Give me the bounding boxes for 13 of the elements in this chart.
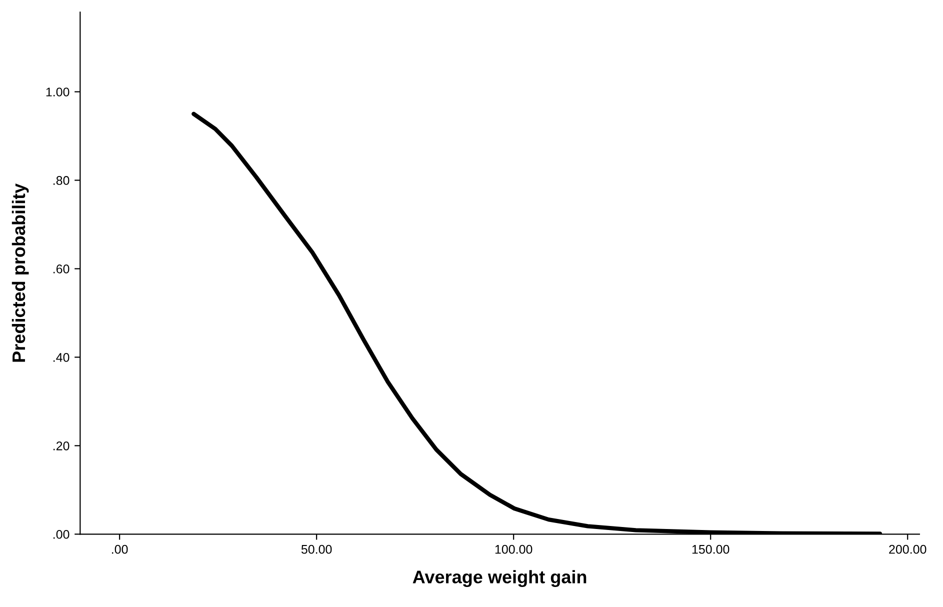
x-tick-label: 50.00 xyxy=(301,544,332,554)
y-tick-label: .60 xyxy=(54,264,70,274)
y-tick-label: .40 xyxy=(54,353,70,362)
x-tick-label: .00 xyxy=(112,544,128,554)
y-tick-label: .80 xyxy=(54,176,70,185)
x-tick-label: 150.00 xyxy=(692,544,730,554)
y-tick-label: .20 xyxy=(54,441,70,450)
x-axis-title: Average weight gain xyxy=(412,570,586,588)
y-axis-title: Predicted probability xyxy=(12,183,29,362)
y-tick-label: 1.00 xyxy=(46,88,70,96)
x-tick-label: 100.00 xyxy=(495,544,532,554)
y-tick-label: .00 xyxy=(54,530,70,539)
x-tick-label: 200.00 xyxy=(889,544,926,554)
